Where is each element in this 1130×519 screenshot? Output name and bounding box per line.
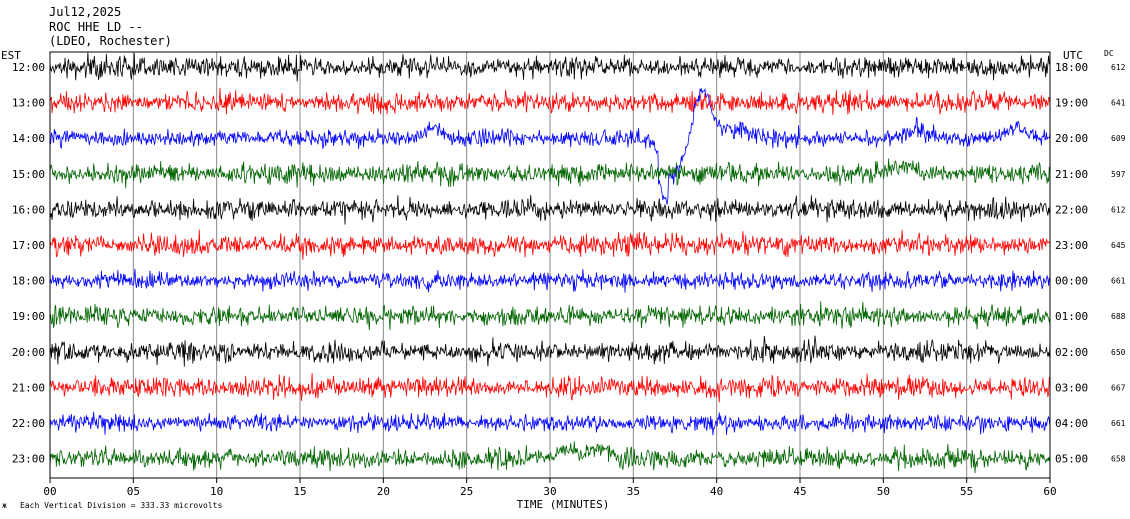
x-tick-label: 55 — [960, 485, 973, 498]
network-name: (LDEO, Rochester) — [49, 34, 172, 48]
dc-value: 661 — [1111, 419, 1126, 428]
seismic-traces — [49, 52, 1051, 474]
dc-value: 645 — [1111, 241, 1126, 250]
x-tick-label: 50 — [877, 485, 890, 498]
x-tick-label: 25 — [460, 485, 473, 498]
est-time-label: 16:00 — [12, 203, 45, 216]
x-tick-label: 40 — [710, 485, 723, 498]
utc-time-label: 01:00 — [1055, 310, 1088, 323]
dc-value: 612 — [1111, 205, 1126, 214]
utc-time-label: 00:00 — [1055, 275, 1088, 288]
est-axis-label: EST — [1, 49, 21, 62]
dc-value: 597 — [1111, 170, 1126, 179]
trace-1800 — [49, 268, 1051, 293]
utc-time-label: 18:00 — [1055, 61, 1088, 74]
utc-time-label: 04:00 — [1055, 417, 1088, 430]
x-tick-label: 15 — [293, 485, 306, 498]
est-time-label: 17:00 — [12, 239, 45, 252]
est-time-label: 22:00 — [12, 417, 45, 430]
utc-time-label: 05:00 — [1055, 453, 1088, 466]
trace-1400 — [49, 87, 1051, 205]
est-time-label: 15:00 — [12, 168, 45, 181]
x-tick-label: 35 — [627, 485, 640, 498]
utc-time-label: 21:00 — [1055, 168, 1088, 181]
utc-axis-label: UTC — [1063, 49, 1083, 62]
trace-1600 — [49, 194, 1051, 225]
trace-2300 — [49, 441, 1051, 474]
utc-time-label: 19:00 — [1055, 97, 1088, 110]
dc-value: 661 — [1111, 277, 1126, 286]
trace-1900 — [49, 301, 1051, 331]
trace-2100 — [49, 372, 1051, 403]
dc-value: 650 — [1111, 348, 1126, 357]
plot-frame — [49, 51, 1051, 479]
trace-2200 — [49, 411, 1051, 436]
x-axis-title: TIME (MINUTES) — [517, 498, 610, 511]
trace-1300 — [49, 87, 1051, 116]
est-time-label: 21:00 — [12, 381, 45, 394]
trace-1500 — [49, 158, 1050, 189]
x-tick-label: 10 — [210, 485, 223, 498]
est-time-label: 19:00 — [12, 310, 45, 323]
trace-1700 — [49, 229, 1051, 260]
utc-time-label: 20:00 — [1055, 132, 1088, 145]
x-tick-label: 60 — [1043, 485, 1056, 498]
x-tick-label: 20 — [377, 485, 390, 498]
scale-icon: ж — [2, 501, 7, 510]
utc-time-label: 02:00 — [1055, 346, 1088, 359]
est-time-label: 18:00 — [12, 275, 45, 288]
est-time-label: 23:00 — [12, 453, 45, 466]
scale-note: Each Vertical Division = 333.33 microvol… — [20, 501, 222, 510]
est-time-label: 13:00 — [12, 97, 45, 110]
x-tick-label: 00 — [43, 485, 56, 498]
trace-2000 — [49, 335, 1051, 367]
dc-value: 658 — [1111, 455, 1126, 464]
vertical-gridlines — [132, 52, 968, 478]
x-tick-label: 45 — [793, 485, 806, 498]
dc-value: 641 — [1111, 99, 1126, 108]
dc-value: 688 — [1111, 312, 1126, 321]
utc-time-label: 22:00 — [1055, 203, 1088, 216]
est-time-label: 14:00 — [12, 132, 45, 145]
dc-header: DC — [1104, 49, 1114, 58]
trace-1200 — [49, 52, 1051, 82]
x-tick-label: 30 — [543, 485, 556, 498]
dc-value: 667 — [1111, 383, 1126, 392]
chart-date: Jul12,2025 — [49, 5, 121, 19]
dc-value: 612 — [1111, 63, 1126, 72]
row-labels: 12:00 18:00 612 13:00 19:00 641 14:00 20:00 609 1… — [12, 61, 1126, 466]
x-axis: 00 05 10 15 20 25 30 35 40 45 50 55 60 — [43, 477, 1057, 498]
dc-value: 609 — [1111, 134, 1126, 143]
station-code: ROC HHE LD -- — [49, 20, 143, 34]
utc-time-label: 03:00 — [1055, 381, 1088, 394]
est-time-label: 12:00 — [12, 61, 45, 74]
utc-time-label: 23:00 — [1055, 239, 1088, 252]
x-tick-label: 05 — [127, 485, 140, 498]
est-time-label: 20:00 — [12, 346, 45, 359]
